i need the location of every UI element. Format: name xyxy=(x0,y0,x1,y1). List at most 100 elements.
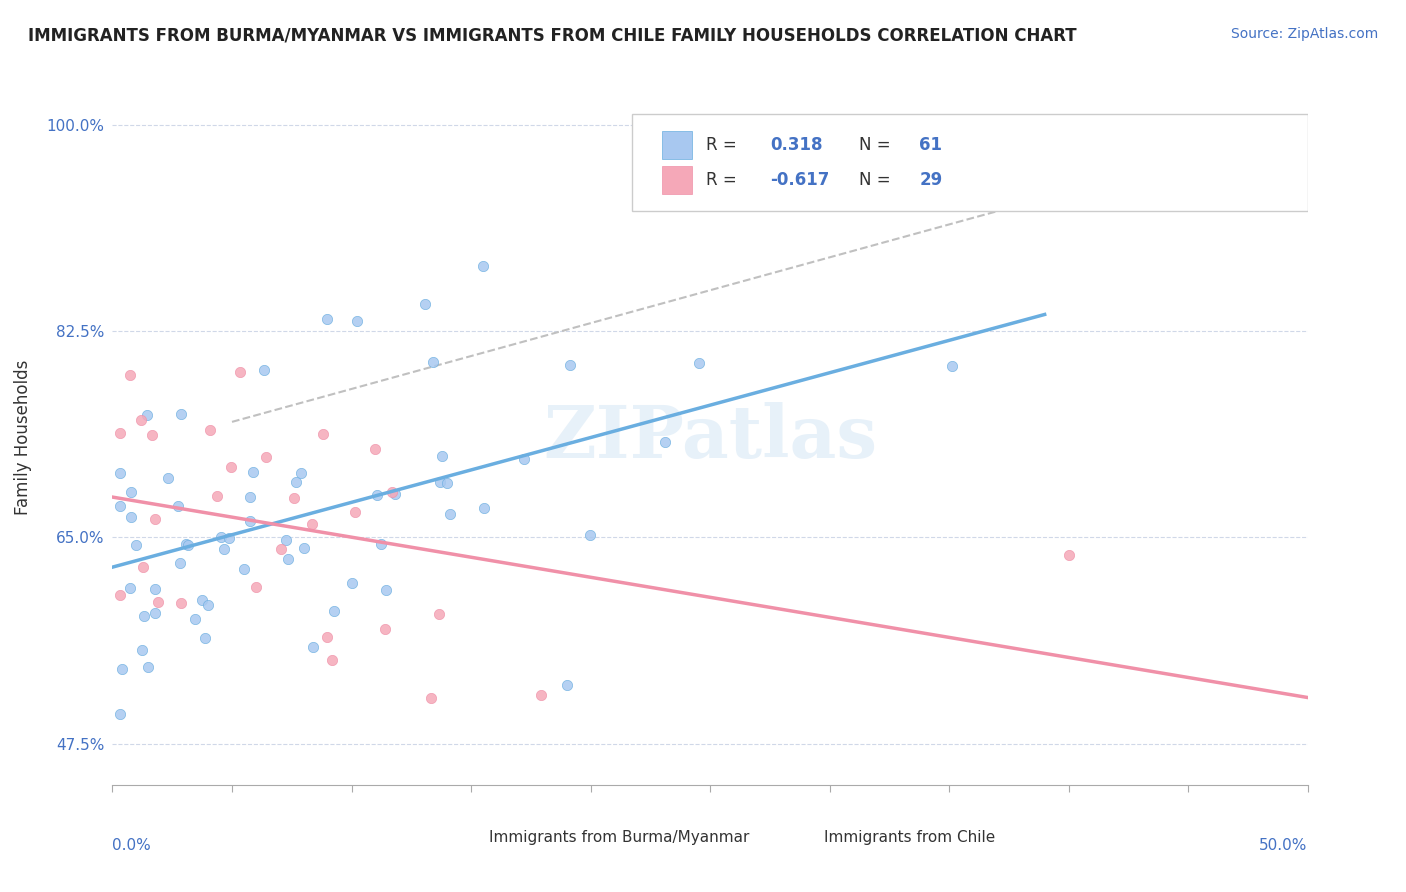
Point xyxy=(1057,548,1080,562)
Point xyxy=(124,538,146,552)
Point xyxy=(688,356,710,370)
Point xyxy=(212,542,235,557)
Point xyxy=(530,688,553,702)
FancyBboxPatch shape xyxy=(662,131,692,159)
Point xyxy=(146,595,169,609)
Point xyxy=(346,314,368,328)
Point xyxy=(941,359,963,373)
Point xyxy=(219,460,242,475)
Point xyxy=(294,541,316,556)
Point xyxy=(120,582,142,596)
Point xyxy=(131,643,153,657)
Point xyxy=(381,485,404,500)
Point xyxy=(420,691,443,706)
Point xyxy=(439,507,461,521)
Point xyxy=(177,538,200,552)
Point xyxy=(143,582,166,597)
Point xyxy=(302,640,325,654)
Point xyxy=(136,408,159,422)
Point xyxy=(654,434,676,449)
Point xyxy=(120,485,142,500)
Point xyxy=(129,413,152,427)
Point xyxy=(366,488,388,502)
Point xyxy=(321,653,343,667)
FancyBboxPatch shape xyxy=(770,823,811,851)
Point xyxy=(342,575,364,590)
Point xyxy=(167,499,190,513)
Point xyxy=(191,593,214,607)
Text: Source: ZipAtlas.com: Source: ZipAtlas.com xyxy=(1230,27,1378,41)
Point xyxy=(270,542,292,557)
Point xyxy=(239,490,262,504)
Text: 0.318: 0.318 xyxy=(770,136,823,153)
Text: R =: R = xyxy=(706,170,737,188)
Point xyxy=(239,514,262,528)
Y-axis label: Family Households: Family Households xyxy=(14,359,32,515)
Point xyxy=(209,530,232,544)
Point xyxy=(364,442,387,456)
Point xyxy=(384,486,406,500)
Point xyxy=(120,509,142,524)
Text: IMMIGRANTS FROM BURMA/MYANMAR VS IMMIGRANTS FROM CHILE FAMILY HOUSEHOLDS CORRELA: IMMIGRANTS FROM BURMA/MYANMAR VS IMMIGRA… xyxy=(28,27,1077,45)
Point xyxy=(472,259,495,273)
Point xyxy=(245,580,267,594)
Point xyxy=(136,659,159,673)
Point xyxy=(429,607,451,621)
Text: Immigrants from Chile: Immigrants from Chile xyxy=(824,830,995,845)
Point xyxy=(555,678,578,692)
Point xyxy=(218,531,240,545)
Point xyxy=(374,582,396,597)
Point xyxy=(141,427,163,442)
Point xyxy=(277,552,299,566)
Point xyxy=(198,423,221,437)
Point xyxy=(370,537,392,551)
Text: 29: 29 xyxy=(920,170,942,188)
Point xyxy=(422,355,444,369)
Point xyxy=(228,365,250,379)
Point xyxy=(170,596,193,610)
Point xyxy=(169,556,191,570)
Point xyxy=(108,707,131,722)
FancyBboxPatch shape xyxy=(662,166,692,194)
Text: 50.0%: 50.0% xyxy=(1260,838,1308,853)
FancyBboxPatch shape xyxy=(436,823,477,851)
Point xyxy=(174,537,197,551)
Point xyxy=(344,505,367,519)
Point xyxy=(132,609,155,624)
Point xyxy=(558,358,581,372)
Point xyxy=(108,589,131,603)
Point xyxy=(143,512,166,526)
Point xyxy=(322,604,344,618)
Point xyxy=(276,533,298,547)
Point xyxy=(207,489,229,503)
Point xyxy=(579,527,602,541)
Point xyxy=(315,311,337,326)
Point xyxy=(156,470,179,484)
Point xyxy=(254,450,277,465)
Point xyxy=(285,475,308,490)
Point xyxy=(253,362,276,376)
Point xyxy=(290,466,312,480)
Point xyxy=(513,452,536,467)
Point xyxy=(242,465,264,479)
Point xyxy=(170,407,193,421)
Point xyxy=(143,606,166,620)
Point xyxy=(301,516,323,531)
Point xyxy=(194,631,217,645)
Point xyxy=(315,630,337,644)
Point xyxy=(120,368,142,383)
Point xyxy=(283,491,305,506)
Point xyxy=(472,501,495,516)
Text: -0.617: -0.617 xyxy=(770,170,830,188)
Point xyxy=(108,499,131,513)
Point xyxy=(429,475,451,489)
Point xyxy=(312,427,335,442)
Point xyxy=(108,425,131,440)
Text: R =: R = xyxy=(706,136,737,153)
Point xyxy=(436,475,458,490)
Text: 0.0%: 0.0% xyxy=(112,838,152,853)
Text: N =: N = xyxy=(859,136,891,153)
Point xyxy=(132,559,155,574)
Point xyxy=(374,623,396,637)
Point xyxy=(111,662,134,676)
